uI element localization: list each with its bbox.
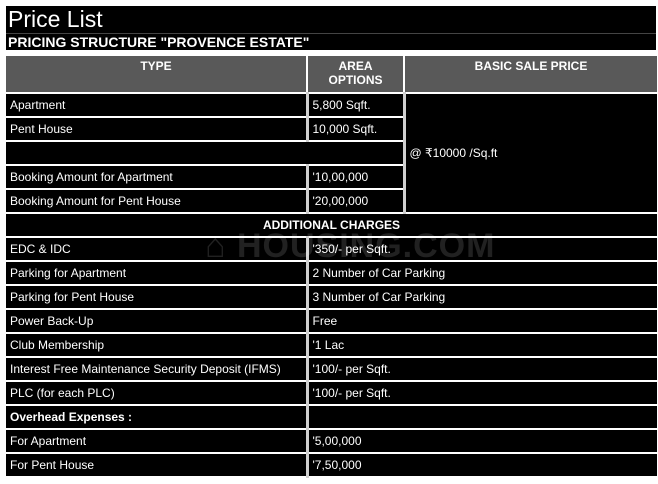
table-header-row: TYPE AREA OPTIONS BASIC SALE PRICE [6, 54, 657, 94]
charge-row: Parking for Apartment 2 Number of Car Par… [6, 260, 657, 286]
table-row: Booking Amount for Apartment '10,00,000 [6, 164, 657, 190]
charge-value: '1 Lac [305, 332, 657, 358]
area-cell: 5,800 Sqft. [305, 92, 404, 118]
charge-value: '350/- per Sqft. [305, 236, 657, 262]
header-type: TYPE [6, 54, 307, 94]
charge-value: Free [305, 308, 657, 334]
area-cell: '20,00,000 [305, 188, 404, 214]
charge-label: Overhead Expenses : [6, 404, 307, 430]
charge-row: PLC (for each PLC) '100/- per Sqft. [6, 380, 657, 406]
charge-value: '100/- per Sqft. [305, 356, 657, 382]
table-row [6, 140, 657, 166]
charge-label: Interest Free Maintenance Security Depos… [6, 356, 307, 382]
charge-row: For Pent House '7,50,000 [6, 452, 657, 478]
page-title: Price List [6, 6, 656, 33]
price-table: TYPE AREA OPTIONS BASIC SALE PRICE Apartm… [6, 54, 657, 478]
header-area-line1: AREA [338, 59, 373, 73]
header-price: BASIC SALE PRICE [403, 54, 657, 94]
type-cell: Pent House [6, 116, 307, 142]
charge-value [305, 404, 657, 430]
charge-value: 3 Number of Car Parking [305, 284, 657, 310]
charge-row: Club Membership '1 Lac [6, 332, 657, 358]
table-row: Pent House 10,000 Sqft. [6, 116, 657, 142]
charge-value: 2 Number of Car Parking [305, 260, 657, 286]
basic-sale-price-cell: @ ₹10000 /Sq.ft [402, 92, 657, 214]
charge-value: '7,50,000 [305, 452, 657, 478]
charge-row: For Apartment '5,00,000 [6, 428, 657, 454]
header-area: AREA OPTIONS [306, 54, 404, 94]
type-cell: Booking Amount for Pent House [6, 188, 307, 214]
section-row: ADDITIONAL CHARGES [6, 212, 657, 238]
area-cell: 10,000 Sqft. [305, 116, 404, 142]
page-subtitle: PRICING STRUCTURE "PROVENCE ESTATE" [6, 33, 656, 50]
area-cell: '10,00,000 [305, 164, 404, 190]
charge-row: Overhead Expenses : [6, 404, 657, 430]
charge-label: For Apartment [6, 428, 307, 454]
charge-label: Club Membership [6, 332, 307, 358]
charge-label: Parking for Pent House [6, 284, 307, 310]
additional-charges-heading: ADDITIONAL CHARGES [6, 212, 657, 238]
charge-row: EDC & IDC '350/- per Sqft. [6, 236, 657, 262]
charge-value: '5,00,000 [305, 428, 657, 454]
charge-label: EDC & IDC [6, 236, 307, 262]
type-cell: Booking Amount for Apartment [6, 164, 307, 190]
type-cell: Apartment [6, 92, 307, 118]
header-area-line2: OPTIONS [328, 73, 383, 87]
charge-row: Power Back-Up Free [6, 308, 657, 334]
charge-label: Parking for Apartment [6, 260, 307, 286]
charge-label: PLC (for each PLC) [6, 380, 307, 406]
charge-row: Parking for Pent House 3 Number of Car Pa… [6, 284, 657, 310]
charge-label: For Pent House [6, 452, 307, 478]
charge-row: Interest Free Maintenance Security Depos… [6, 356, 657, 382]
table-row: Apartment 5,800 Sqft. @ ₹10000 /Sq.ft [6, 92, 657, 214]
table-row: Booking Amount for Pent House '20,00,000 [6, 188, 657, 214]
charge-value: '100/- per Sqft. [305, 380, 657, 406]
empty-cell [6, 140, 404, 166]
charge-label: Power Back-Up [6, 308, 307, 334]
